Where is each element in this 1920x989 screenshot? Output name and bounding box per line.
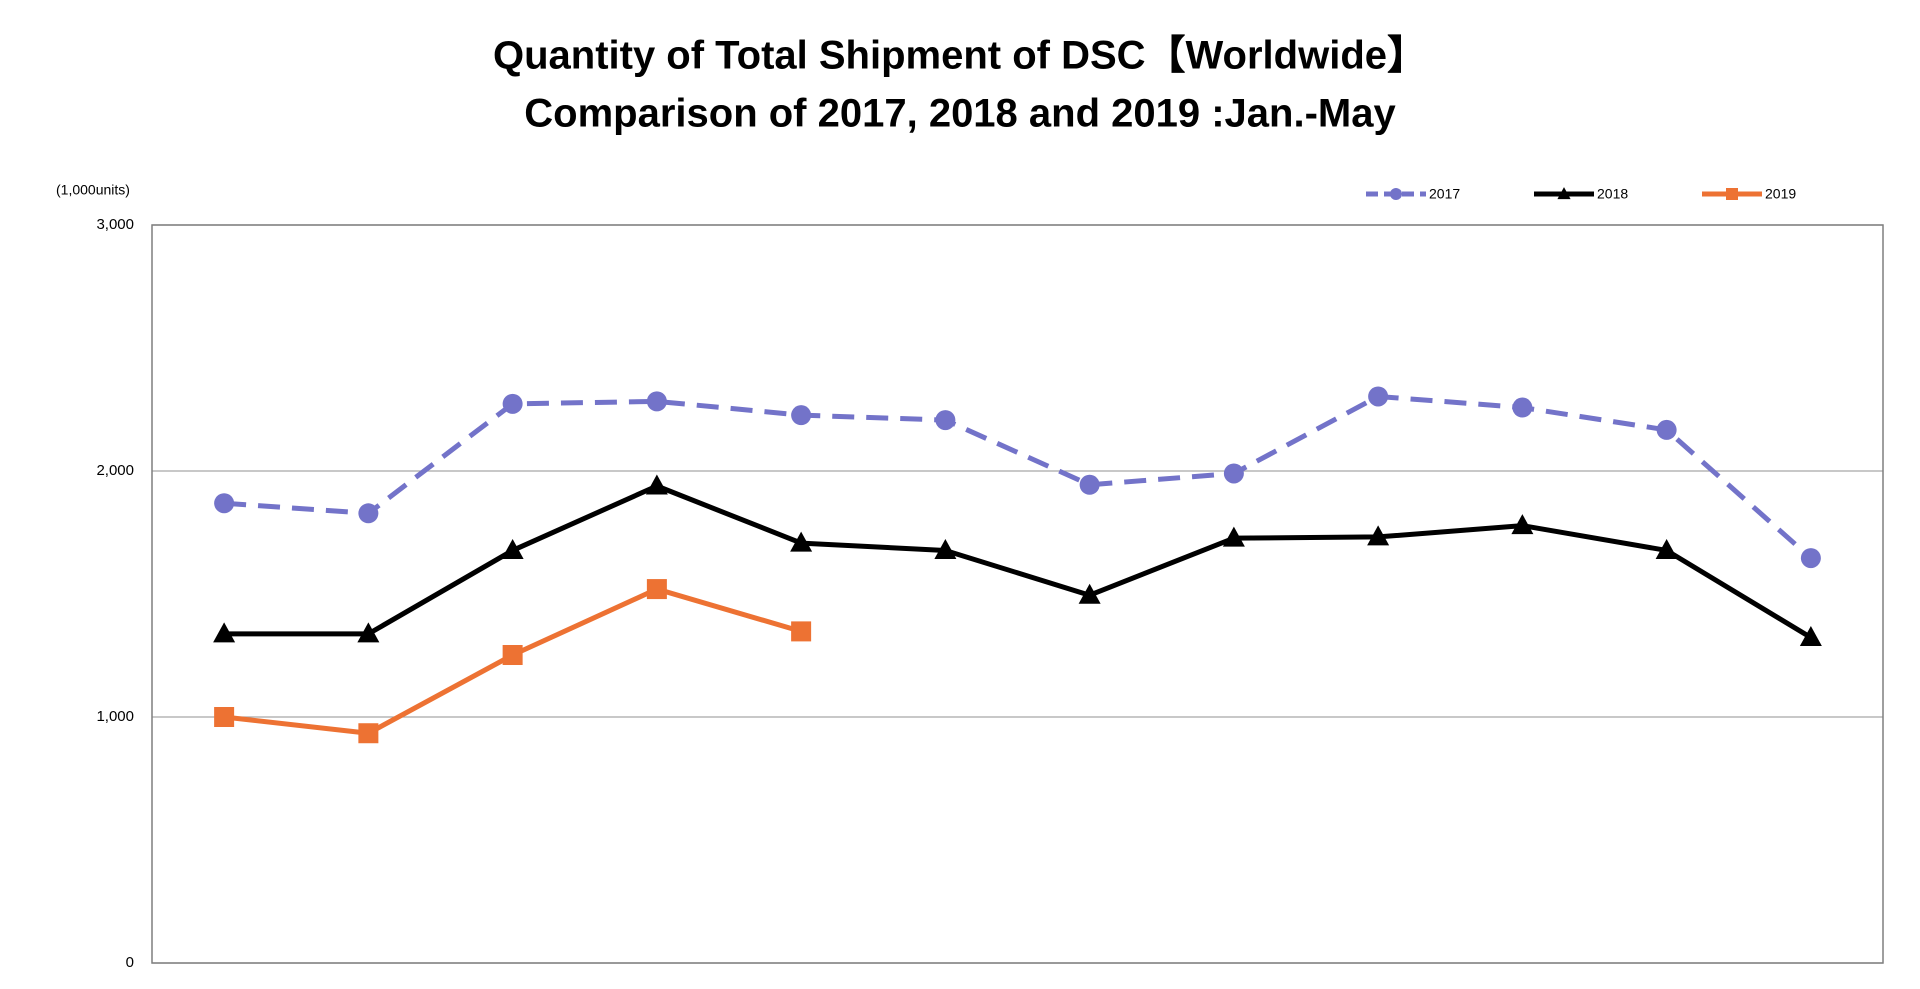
marker — [790, 531, 813, 552]
marker — [1726, 188, 1738, 200]
legend-label: 2019 — [1765, 186, 1796, 202]
y-tick-label: 2,000 — [96, 462, 134, 479]
marker — [214, 493, 235, 514]
marker — [791, 621, 812, 642]
series-line — [224, 483, 1813, 640]
marker — [1390, 188, 1402, 200]
marker — [1800, 548, 1821, 569]
legend-label: 2018 — [1597, 186, 1628, 202]
marker — [1512, 397, 1533, 418]
marker — [1511, 514, 1534, 535]
marker — [645, 474, 668, 495]
marker — [646, 579, 667, 600]
marker — [1557, 187, 1571, 200]
marker — [214, 707, 235, 727]
marker — [646, 391, 667, 412]
y-tick-label: 3,000 — [96, 216, 134, 233]
series-line — [223, 393, 1813, 560]
marker — [791, 405, 812, 426]
marker — [502, 645, 523, 666]
plot-frame — [151, 224, 1884, 964]
marker — [1078, 583, 1101, 604]
y-tick-label: 1,000 — [96, 708, 134, 725]
marker — [1655, 538, 1678, 559]
chart-title: Comparison of 2017, 2018 and 2019 :Jan.-… — [524, 92, 1396, 136]
marker — [502, 393, 523, 414]
marker — [1079, 474, 1100, 495]
legend-label: 2017 — [1429, 186, 1460, 202]
marker — [1656, 419, 1677, 440]
marker — [935, 410, 956, 431]
marker — [1222, 526, 1245, 547]
marker — [1368, 386, 1389, 407]
marker — [213, 622, 236, 643]
marker — [1223, 463, 1244, 484]
marker — [358, 723, 379, 744]
marker — [1799, 626, 1822, 647]
chart-title: Quantity of Total Shipment of DSC【Worldw… — [493, 34, 1427, 78]
marker — [358, 503, 379, 524]
marker — [501, 538, 524, 559]
y-tick-label: 0 — [126, 954, 134, 971]
marker — [1367, 525, 1390, 546]
marker — [934, 538, 957, 559]
y-axis-label: (1,000units) — [56, 182, 130, 198]
marker — [357, 622, 380, 643]
